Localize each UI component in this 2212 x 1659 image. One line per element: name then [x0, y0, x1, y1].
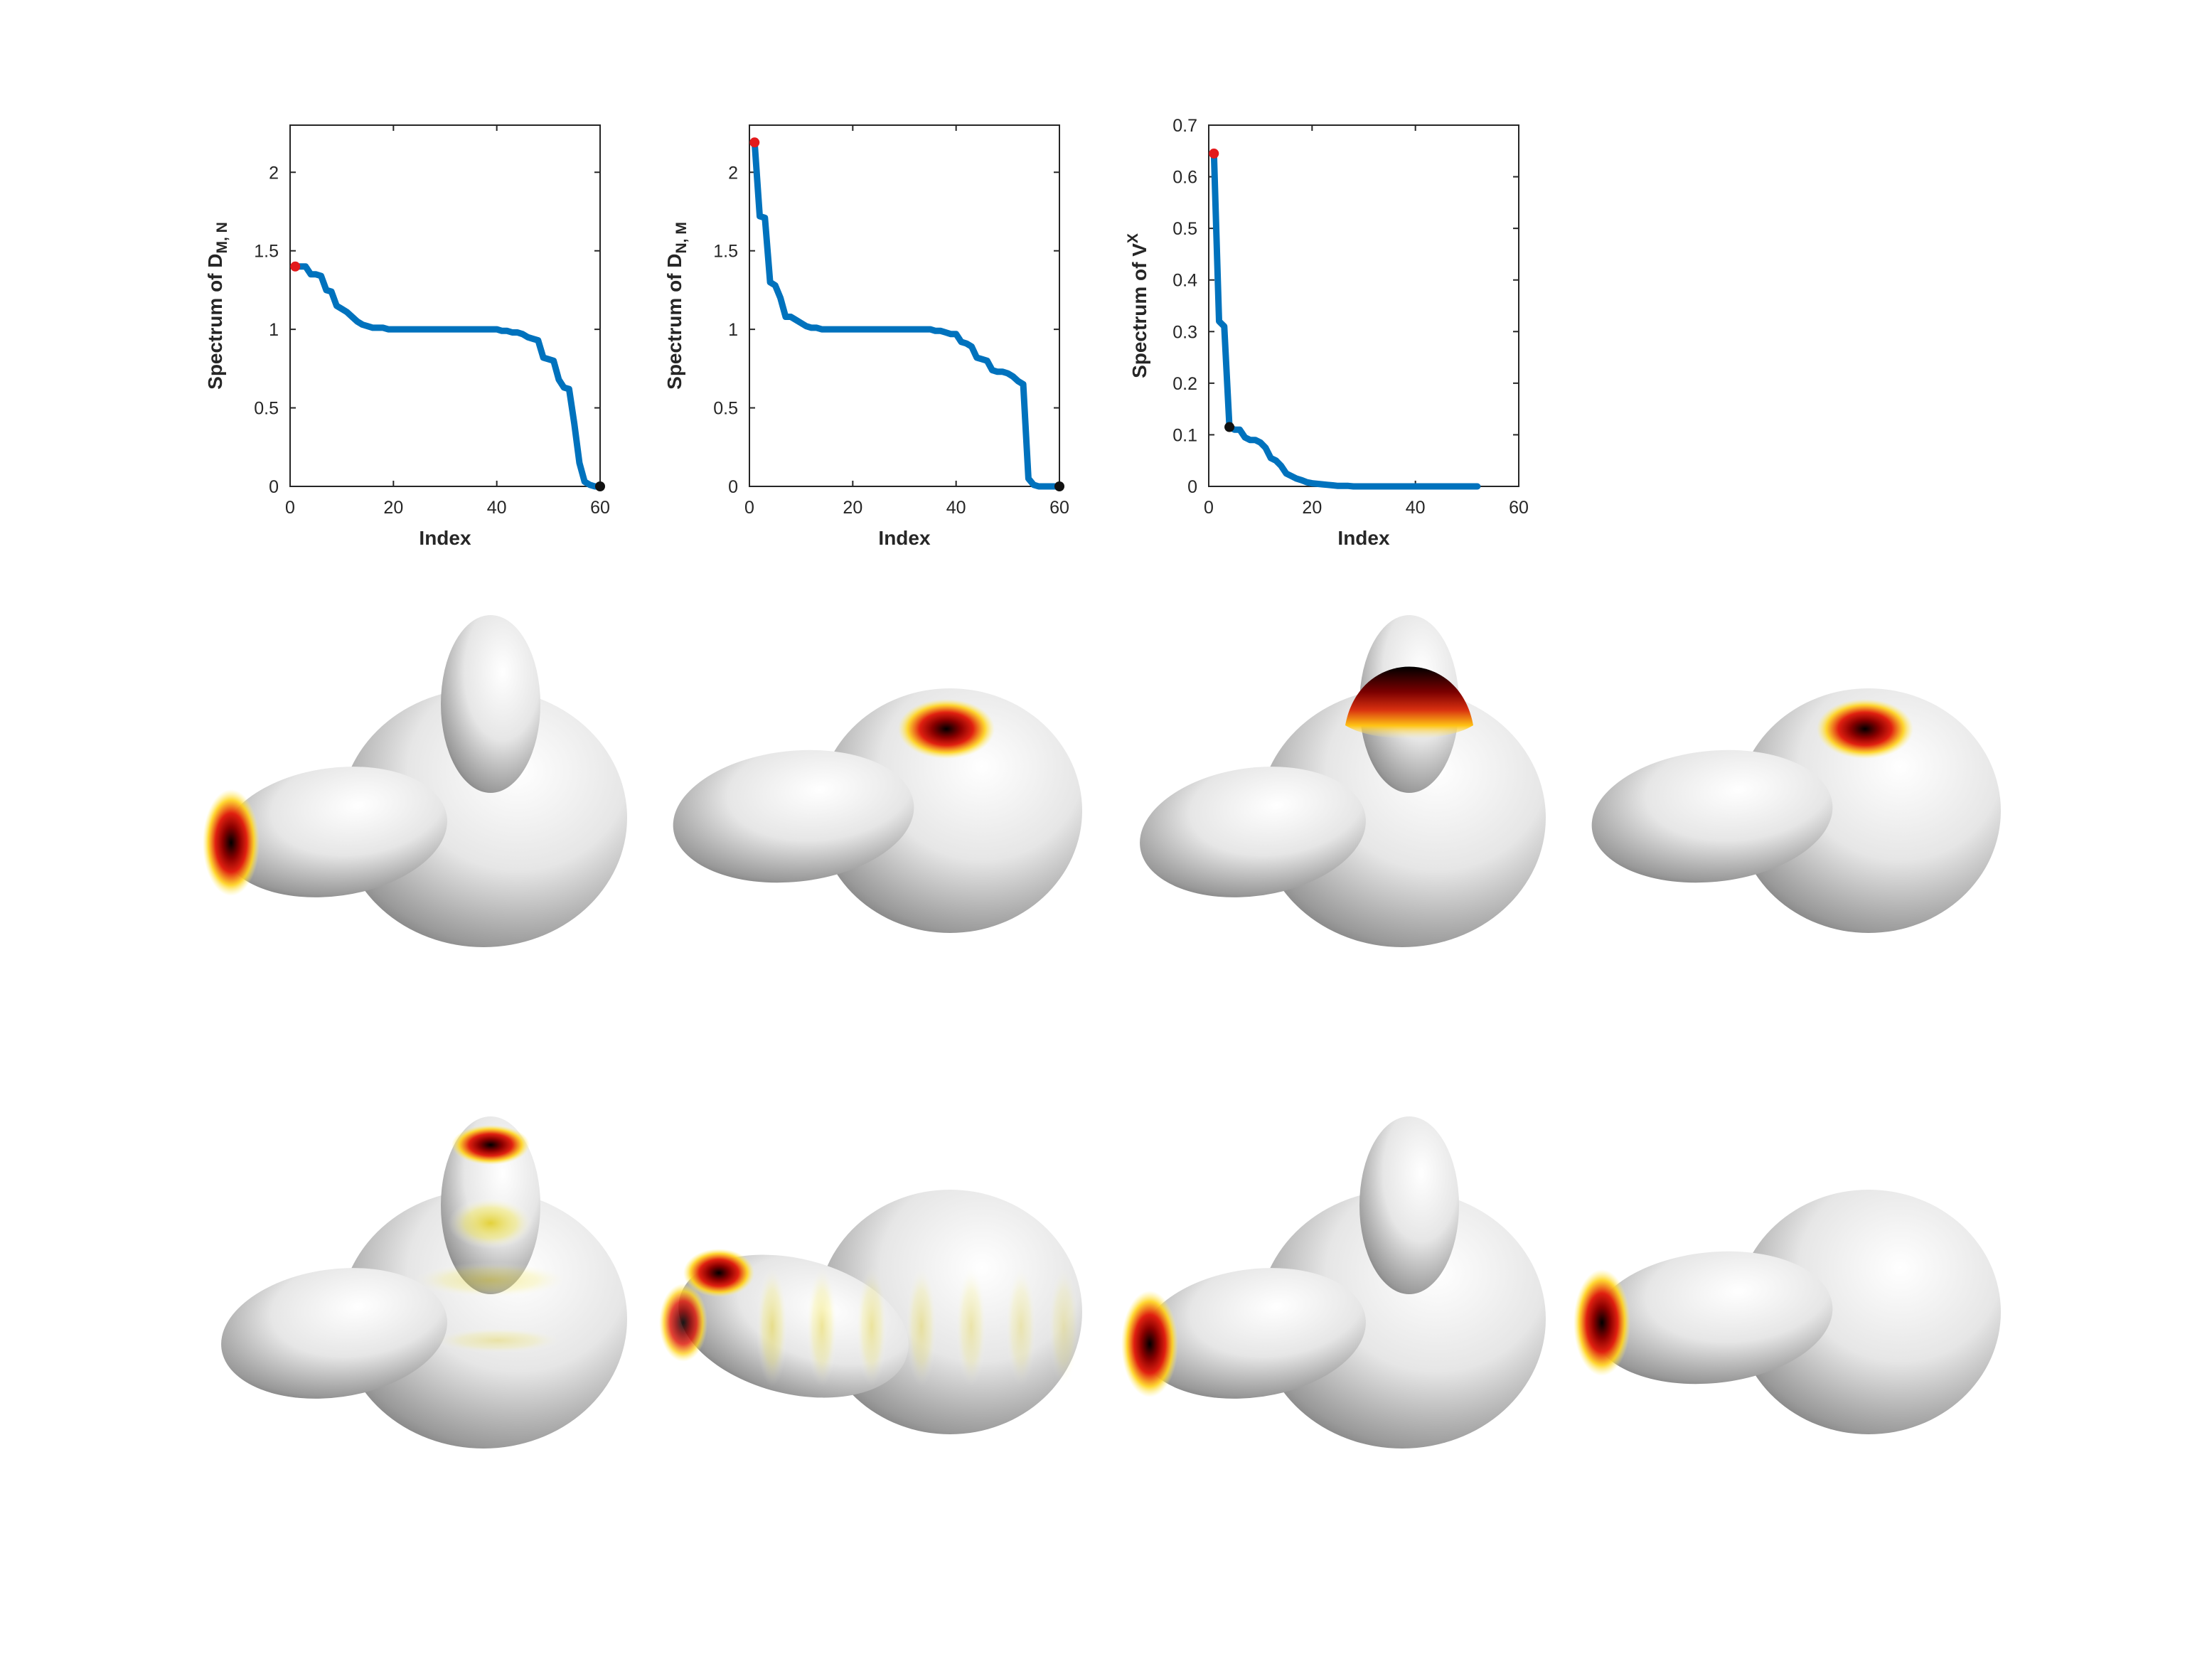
y-axis-label: Spectrum of VX [1125, 233, 1150, 378]
heat-spot [757, 1266, 788, 1387]
x-tick-label: 60 [1509, 498, 1529, 518]
x-tick-label: 0 [744, 498, 754, 518]
shape-main-lobe [1736, 1190, 2001, 1434]
y-tick-label: 0.2 [1172, 374, 1197, 394]
y-tick-label: 0.5 [254, 399, 279, 419]
shape-render [1591, 688, 2001, 933]
y-tick-label: 2 [728, 163, 738, 183]
y-tick-label: 0.5 [1172, 219, 1197, 239]
y-tick-label: 1.5 [713, 242, 738, 262]
heat-spot [452, 1125, 530, 1165]
x-tick-label: 40 [487, 498, 507, 518]
shape-top-bump [1359, 1116, 1459, 1294]
heat-spot [1048, 1266, 1079, 1387]
highlight-point [749, 137, 760, 148]
heat-spot [448, 1197, 533, 1249]
shape-render [673, 688, 1082, 933]
x-tick-label: 40 [946, 498, 966, 518]
series-line [751, 139, 1063, 490]
heat-spot [956, 1266, 987, 1387]
heat-spot [898, 699, 995, 759]
heat-spot [1121, 1291, 1178, 1397]
shape-side-lobe [1140, 1268, 1366, 1399]
y-tick-label: 0.5 [713, 399, 738, 419]
highlight-point [1224, 422, 1235, 432]
chart-2: 0 20 40 60 0 0.5 1 1.5 2 Index Spectrum of DN, M [663, 124, 1069, 549]
x-tick-label: 60 [1049, 498, 1069, 518]
shape-side-lobe [221, 1268, 447, 1399]
y-tick-label: 0.1 [1172, 425, 1197, 445]
chart-3: 0 20 40 60 0 0.1 0.2 0.3 0.4 0.5 0.6 0.7 Index Spectr… [1125, 116, 1529, 549]
y-tick-label: 1.5 [254, 242, 279, 262]
shape-render [203, 615, 627, 947]
y-axis-label: Spectrum of DM, N [204, 222, 230, 390]
plot-frame [289, 124, 601, 487]
heat-spot [683, 1249, 754, 1297]
x-axis-label: Index [878, 527, 931, 549]
y-tick-label: 2 [269, 163, 279, 183]
shape-render [659, 1190, 1082, 1434]
x-tick-label: 20 [843, 498, 862, 518]
heat-spot [1573, 1269, 1630, 1376]
shape-grid [203, 615, 2001, 1449]
shape-render [221, 1116, 627, 1449]
shape-main-lobe [1736, 688, 2001, 933]
shape-main-lobe [818, 688, 1082, 933]
x-tick-label: 40 [1406, 498, 1426, 518]
heat-spot [1345, 666, 1473, 739]
x-axis-label: Index [1337, 527, 1390, 549]
y-tick-label: 1 [269, 320, 279, 340]
y-tick-label: 0 [1187, 477, 1197, 497]
heat-spot [412, 1262, 569, 1298]
x-tick-label: 60 [590, 498, 610, 518]
shape-render [1140, 615, 1546, 947]
x-tick-label: 20 [1302, 498, 1322, 518]
shape-main-lobe [340, 688, 627, 947]
plot-frame [1208, 124, 1519, 487]
highlight-point [1054, 481, 1064, 491]
y-tick-label: 0.6 [1172, 168, 1197, 188]
series-line [1210, 150, 1481, 490]
y-tick-label: 0 [269, 477, 279, 497]
y-axis-label: Spectrum of DN, M [663, 222, 690, 390]
highlight-point [1209, 148, 1219, 159]
x-tick-label: 20 [383, 498, 403, 518]
shape-side-lobe [673, 750, 914, 883]
heat-spot [856, 1266, 887, 1387]
shape-main-lobe [340, 1190, 627, 1449]
heat-spot [1817, 699, 1913, 759]
heat-spot [659, 1284, 707, 1362]
x-tick-label: 0 [1204, 498, 1214, 518]
shape-main-lobe [1259, 688, 1546, 947]
plot-frame [749, 124, 1060, 487]
y-tick-label: 1 [728, 320, 738, 340]
highlight-point [595, 481, 605, 491]
shape-side-lobe [1591, 1251, 1833, 1385]
shape-main-lobe [1259, 1190, 1546, 1449]
heat-spot [1005, 1266, 1037, 1387]
shape-top-bump [441, 615, 540, 793]
shape-render [1121, 1116, 1546, 1449]
shape-side-lobe [1591, 750, 1833, 883]
y-tick-label: 0.3 [1172, 322, 1197, 342]
shape-side-lobe [1140, 767, 1366, 897]
chart-1: 0 20 40 60 0 0.5 1 1.5 2 Index Spectrum of DM, N [204, 124, 610, 549]
heat-spot [906, 1266, 937, 1387]
heat-spot [434, 1328, 562, 1353]
highlight-point [290, 261, 301, 272]
heat-spot [806, 1266, 838, 1387]
shape-render [1573, 1190, 2001, 1434]
x-axis-label: Index [419, 527, 471, 549]
x-tick-label: 0 [285, 498, 295, 518]
series-line [292, 263, 604, 490]
y-tick-label: 0 [728, 477, 738, 497]
heat-spot [203, 789, 260, 896]
y-tick-label: 0.7 [1172, 116, 1197, 136]
y-tick-label: 0.4 [1172, 271, 1197, 291]
shape-side-lobe [221, 767, 447, 897]
